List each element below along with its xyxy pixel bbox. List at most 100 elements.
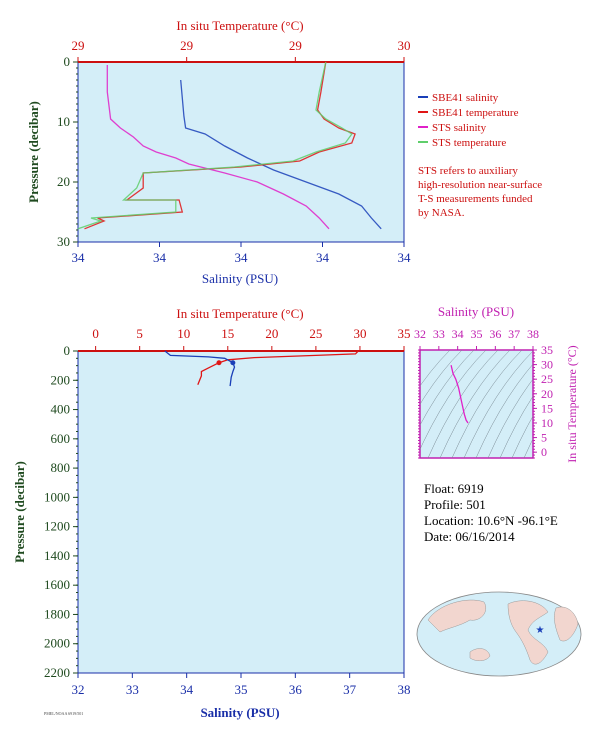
bottom-chart-bottom-tick-label: 34 [180,682,194,697]
ts-inset-density-contour [523,438,533,458]
ts-inset-right-tick-label: 35 [541,343,553,357]
top-chart: In situ Temperature (°C) 29 29 29 30 0 10 20 3… [26,18,542,286]
bottom-chart-bottom-tick-label: 37 [343,682,357,697]
legend-label-sts-salinity: STS salinity [432,122,487,134]
bottom-chart-top-tick-label: 35 [398,326,411,341]
bottom-chart: In situ Temperature (°C) 0 5 10 15 20 25 30 35 … [12,306,411,720]
top-chart-left-tick-label: 10 [57,114,70,129]
bottom-chart-top-axis-title: In situ Temperature (°C) [176,306,303,321]
ts-inset-top-tick-label: 37 [508,327,520,341]
bottom-chart-left-tick-label: 2000 [44,636,70,651]
ts-inset-density-contour [420,350,487,450]
bottom-chart-left-tick-label: 0 [64,343,71,358]
ts-inset-density-contour [451,350,523,458]
date: Date: 06/16/2014 [424,529,515,544]
bottom-chart-left-tick-label: 600 [51,431,71,446]
bottom-chart-top-tick-label: 0 [92,326,99,341]
ts-inset-right-tick-label: 15 [541,401,553,415]
ts-inset-top-ticks: 32 33 34 35 36 37 38 [414,327,539,350]
ts-inset-series-group [450,365,469,424]
footer-label: PMEL/NOAA 6919/501 [44,711,84,716]
bottom-chart-left-axis-title: Pressure (decibar) [12,461,27,563]
top-chart-top-ticks: 29 29 29 30 [72,38,411,63]
bottom-chart-left-tick-label: 1800 [44,606,70,621]
top-chart-top-axis-title: In situ Temperature (°C) [176,18,303,33]
bottom-chart-series-group [164,350,359,387]
top-chart-bottom-tick-label: 34 [398,250,412,265]
bottom-chart-left-tick-label: 1200 [44,519,70,534]
ts-inset-profile-line [450,365,469,424]
top-chart-left-tick-label: 0 [64,54,71,69]
ts-inset-right-tick-label: 20 [541,387,553,401]
bottom-chart-left-tick-label: 1600 [44,577,70,592]
ts-inset-density-contour [475,363,533,458]
ts-inset-top-tick-label: 35 [471,327,483,341]
top-chart-plot-area [77,61,405,243]
ts-inset-right-axis-title: In situ Temperature (°C) [565,345,579,462]
ts-inset-top-tick-label: 32 [414,327,426,341]
map-ocean [416,591,582,677]
ts-inset-top-tick-label: 36 [489,327,501,341]
ts-inset-right-tick-label: 5 [541,431,547,445]
ts-inset-density-contour [439,350,511,458]
legend-label-sts-temperature: STS temperature [432,137,506,149]
float-number: Float: 6919 [424,481,484,496]
bottom-chart-top-ticks: 0 5 10 15 20 25 30 35 [78,326,411,352]
top-chart-top-tick-label: 29 [289,38,302,53]
top-chart-left-ticks: 0 10 20 30 [57,54,78,249]
top-chart-series-sbe41-salinity [180,79,382,230]
top-chart-bottom-tick-label: 34 [153,250,167,265]
float-info-panel: Float: 6919 Profile: 501 Location: 10.6°… [424,481,558,545]
top-chart-top-tick-label: 29 [72,38,85,53]
ts-inset-density-contour [511,415,533,458]
top-chart-series-sts-salinity [106,65,330,230]
top-chart-bottom-axis-title: Salinity (PSU) [202,271,278,286]
ts-inset-plot-area [419,349,534,459]
map-landmass-africa [554,606,579,642]
ts-inset-top-tick-label: 38 [527,327,539,341]
bottom-chart-bottom-tick-label: 33 [126,682,139,697]
bottom-chart-bottom-tick-label: 35 [235,682,248,697]
note-line-2: high-resolution near-surface [418,179,542,191]
ts-inset-density-contour [487,378,533,458]
top-chart-bottom-tick-label: 34 [316,250,330,265]
top-chart-left-tick-label: 30 [57,234,70,249]
bottom-chart-series-temperature [197,350,359,385]
top-chart-legend: SBE41 salinity SBE41 temperature STS sal… [418,92,519,149]
bottom-chart-top-tick-label: 20 [265,326,278,341]
legend-label-sbe41-temperature: SBE41 temperature [432,107,519,119]
bottom-chart-top-tick-label: 30 [353,326,366,341]
top-chart-top-tick-label: 30 [398,38,411,53]
bottom-chart-marker-salinity [230,360,236,366]
top-chart-left-tick-label: 20 [57,174,70,189]
note-line-4: by NASA. [418,207,465,219]
note-line-1: STS refers to auxiliary [418,165,518,177]
bottom-chart-left-tick-label: 1000 [44,489,70,504]
bottom-chart-bottom-axis-title: Salinity (PSU) [200,705,279,720]
ts-inset: Salinity (PSU) 32 33 34 35 36 37 38 0510152025… [414,304,579,463]
top-chart-bottom-ticks: 34 34 34 34 34 [72,242,412,265]
bottom-chart-left-tick-label: 2200 [44,665,70,680]
bottom-chart-left-tick-label: 200 [51,372,71,387]
bottom-chart-left-tick-label: 1400 [44,548,70,563]
bottom-chart-bottom-ticks: 32 33 34 35 36 37 38 [72,673,411,697]
top-chart-bottom-tick-label: 34 [72,250,86,265]
ts-inset-density-contour [420,350,475,426]
ts-inset-right-tick-label: 30 [541,358,553,372]
ts-inset-density-contour [420,350,451,387]
bottom-chart-top-tick-label: 10 [177,326,190,341]
bottom-chart-left-tick-label: 800 [51,460,71,475]
bottom-chart-left-tick-label: 400 [51,402,71,417]
bottom-chart-bottom-tick-label: 38 [398,682,411,697]
ts-inset-top-tick-label: 34 [452,327,464,341]
ts-inset-density-contour [463,350,533,458]
top-chart-note: STS refers to auxiliary high-resolution … [418,165,542,219]
top-chart-series-group [77,61,382,230]
location: Location: 10.6°N -96.1°E [424,513,558,528]
bottom-chart-bottom-tick-label: 36 [289,682,303,697]
bottom-chart-bottom-tick-label: 32 [72,682,85,697]
ts-inset-right-tick-label: 10 [541,416,553,430]
ts-inset-density-contours [420,350,533,458]
